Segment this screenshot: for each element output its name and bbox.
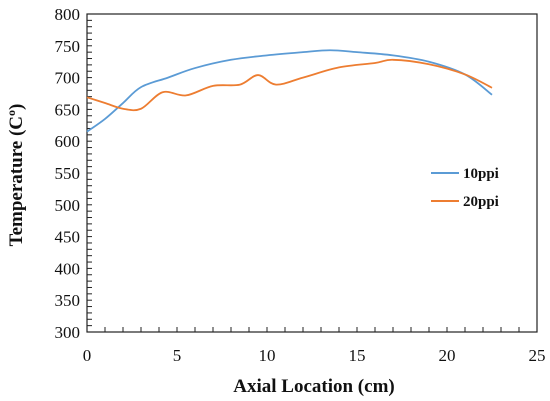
plot-area xyxy=(86,13,538,333)
legend-label-10ppi: 10ppi xyxy=(463,166,499,182)
x-tick-label: 0 xyxy=(83,346,92,365)
y-axis-title: Temperature (Co) xyxy=(4,104,27,247)
legend: 10ppi 20ppi xyxy=(431,166,499,210)
y-tick-label: 600 xyxy=(55,132,81,151)
x-tick-label: 10 xyxy=(259,346,276,365)
y-tick-label: 500 xyxy=(55,196,81,215)
series-layer xyxy=(86,49,493,133)
legend-label-20ppi: 20ppi xyxy=(463,194,499,210)
x-tick-label: 25 xyxy=(529,346,546,365)
y-tick-label: 550 xyxy=(55,164,81,183)
x-tick-label: 20 xyxy=(439,346,456,365)
y-axis-title-superscript: o xyxy=(4,110,18,116)
y-axis-title-end: ) xyxy=(6,104,27,110)
y-axis-title-main: Temperature (C xyxy=(6,116,27,246)
series-line-20ppi xyxy=(86,58,493,112)
x-axis-title: Axial Location (cm) xyxy=(233,376,394,397)
y-tick-label: 700 xyxy=(55,69,81,88)
x-tick-label: 15 xyxy=(349,346,366,365)
y-tick-label: 750 xyxy=(55,37,81,56)
y-tick-label: 350 xyxy=(55,291,81,310)
y-tick-label: 300 xyxy=(55,323,81,342)
y-tick-label: 450 xyxy=(55,228,81,247)
y-tick-label: 800 xyxy=(55,5,81,24)
x-tick-label: 5 xyxy=(173,346,182,365)
series-line-10ppi xyxy=(86,49,493,133)
y-tick-label: 650 xyxy=(55,100,81,119)
x-axis-ticks: 0 5 10 15 20 25 xyxy=(83,346,546,365)
y-axis-ticks: 300 350 400 450 500 550 600 650 700 750 800 xyxy=(55,5,81,342)
y-tick-label: 400 xyxy=(55,259,81,278)
